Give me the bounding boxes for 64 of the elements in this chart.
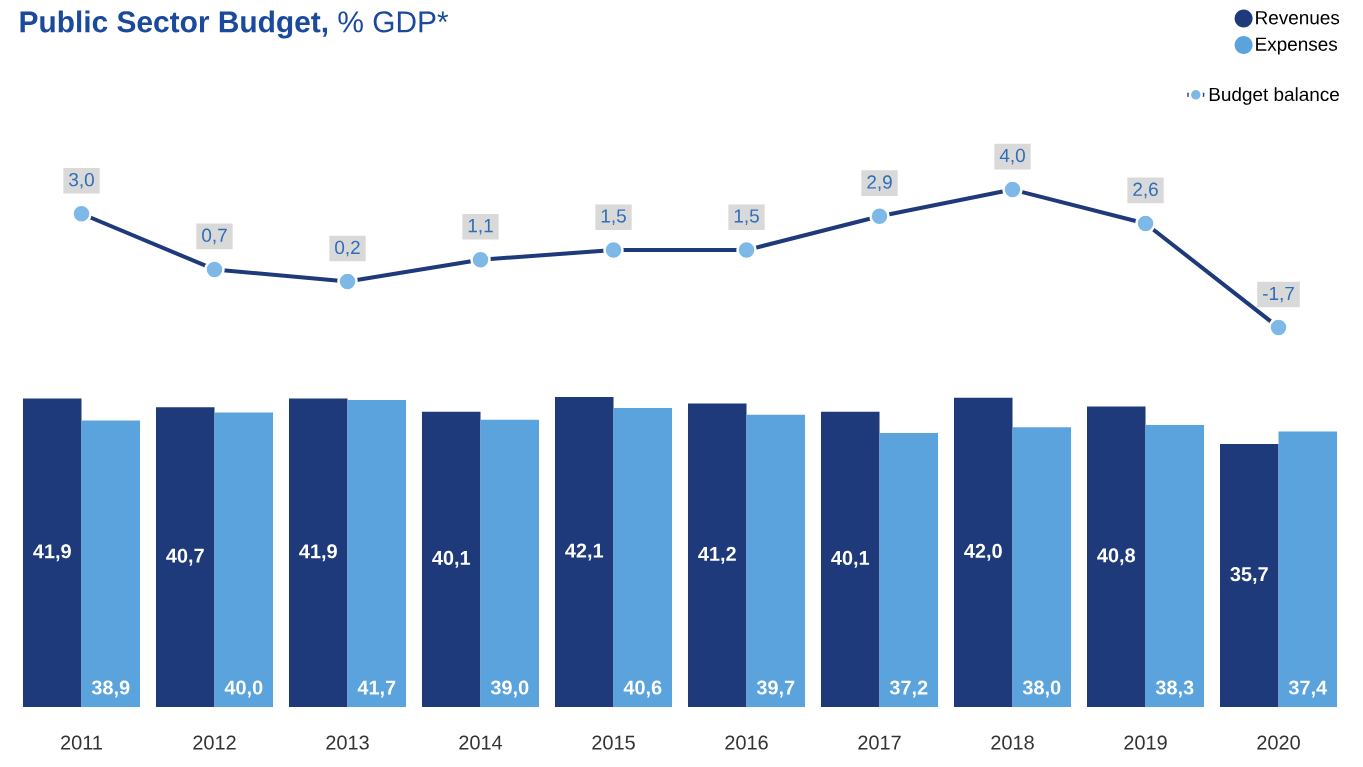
data-label: 1,5: [734, 209, 759, 225]
data-label: 38,0: [1022, 680, 1061, 698]
legend-label: Revenues: [1256, 11, 1340, 25]
x-tick-label: 2013: [326, 735, 369, 750]
legend-label: Budget balance: [1209, 87, 1339, 105]
data-label: 2,9: [867, 175, 892, 191]
legend-label: Expenses: [1256, 37, 1338, 55]
bar: [820, 411, 880, 707]
data-label: 39,7: [756, 680, 795, 698]
data-label: 35,7: [1230, 567, 1268, 585]
data-label: 0,7: [202, 228, 227, 245]
bar: [421, 411, 481, 707]
data-label: 41,2: [698, 546, 736, 564]
bar: [1145, 424, 1205, 707]
bar: [1012, 427, 1072, 707]
x-tick-label: 2011: [61, 735, 102, 750]
data-label: 40,6: [623, 680, 662, 698]
x-tick-label: 2019: [1124, 735, 1167, 750]
x-tick-label: 2018: [991, 735, 1034, 750]
data-label: 3,0: [69, 172, 94, 189]
bar: [288, 398, 348, 707]
x-tick-label: 2014: [459, 735, 503, 750]
x-tick-label: 2015: [592, 735, 635, 750]
x-tick-label: 2012: [193, 735, 236, 750]
bar: [954, 397, 1013, 707]
bar: [1220, 444, 1279, 707]
data-label: 1,1: [468, 219, 493, 235]
data-label: 40,1: [432, 550, 471, 568]
bar: [347, 399, 407, 707]
data-label: 1,5: [601, 209, 626, 225]
data-label: 0,2: [335, 240, 360, 257]
data-label: 37,4: [1288, 680, 1328, 698]
data-label: 41,7: [357, 680, 396, 698]
data-label: 40,0: [224, 680, 263, 698]
data-label: 40,7: [166, 548, 204, 566]
bar: [613, 408, 673, 707]
bar: [81, 420, 141, 707]
data-label: 42,0: [964, 543, 1002, 561]
data-label: 38,3: [1155, 680, 1194, 698]
data-label: 39,0: [490, 680, 529, 698]
data-label: 38,9: [91, 680, 130, 698]
bar: [22, 398, 82, 707]
data-label: 40,8: [1097, 548, 1136, 566]
bar: [1278, 431, 1338, 707]
bar: [155, 407, 215, 707]
data-label: 4,0: [999, 148, 1025, 165]
data-label: 37,2: [889, 680, 928, 698]
bar: [1087, 406, 1146, 707]
chart-title: Public Sector Budget, % GDP*: [20, 10, 449, 39]
x-tick-label: 2020: [1257, 735, 1300, 750]
bar: [687, 403, 747, 707]
data-label: 2,6: [1133, 182, 1158, 199]
data-label: 42,1: [565, 543, 604, 561]
data-label: 41,9: [299, 544, 337, 562]
bar: [214, 412, 274, 707]
data-label: -1,7: [1263, 286, 1294, 303]
bar: [480, 419, 540, 707]
x-tick-label: 2017: [858, 735, 901, 750]
x-tick-label: 2016: [725, 735, 768, 750]
bar: [746, 414, 806, 707]
data-label: 41,9: [33, 544, 71, 562]
bar: [554, 397, 614, 707]
data-label: 40,1: [831, 550, 870, 568]
bar: [879, 433, 939, 707]
